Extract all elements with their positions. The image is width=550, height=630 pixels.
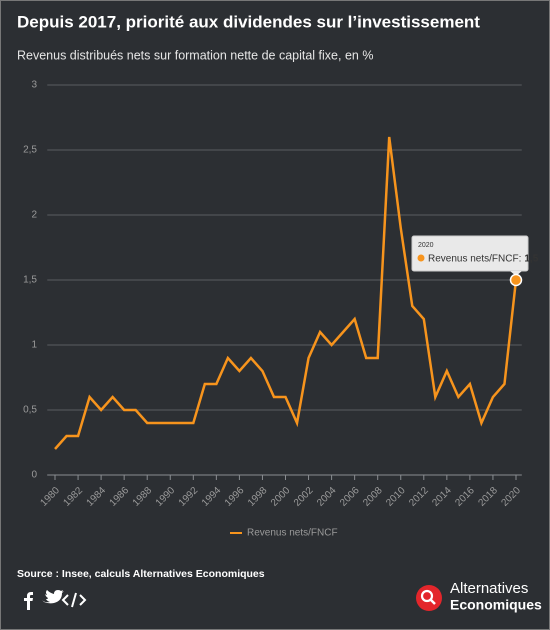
series-line <box>54 136 518 450</box>
logo <box>416 585 442 611</box>
chart-subtitle: Revenus distribués nets sur formation ne… <box>17 48 373 62</box>
brand-line-1: Alternatives <box>450 580 528 597</box>
tooltip-value: 1,5 <box>524 253 538 264</box>
source: Source : Insee, calculs Alternatives Eco… <box>17 568 265 580</box>
tooltip-box <box>411 235 529 272</box>
y-tick-label: 1 <box>31 340 37 351</box>
y-tick-label: 0,5 <box>23 405 37 416</box>
brand-line-2: Economiques <box>450 597 542 613</box>
tooltip-pointer <box>509 271 522 276</box>
facebook-icon[interactable] <box>24 592 33 610</box>
legend-label: Revenus nets/FNCF <box>247 528 338 539</box>
share-icons[interactable] <box>24 590 87 610</box>
twitter-icon[interactable] <box>42 590 64 604</box>
tooltip-swatch <box>417 254 425 262</box>
tooltip-series-label: Revenus nets/FNCF: <box>428 253 521 264</box>
embed-icon[interactable] <box>61 592 87 608</box>
y-tick-label: 2 <box>31 210 37 221</box>
highlight-point <box>509 273 523 287</box>
logo-lens <box>420 589 434 603</box>
tooltip-x: 2020 <box>418 242 434 249</box>
tooltip-series: Revenus nets/FNCF: 1,5 <box>428 253 539 264</box>
logo-circle <box>416 585 442 611</box>
y-tick-label: 0 <box>31 470 37 481</box>
y-tick-label: 3 <box>31 80 37 91</box>
chart-title: Depuis 2017, priorité aux dividendes sur… <box>17 12 480 31</box>
logo-handle <box>430 599 436 605</box>
y-tick-label: 1,5 <box>23 275 37 286</box>
y-tick-label: 2,5 <box>23 145 37 156</box>
